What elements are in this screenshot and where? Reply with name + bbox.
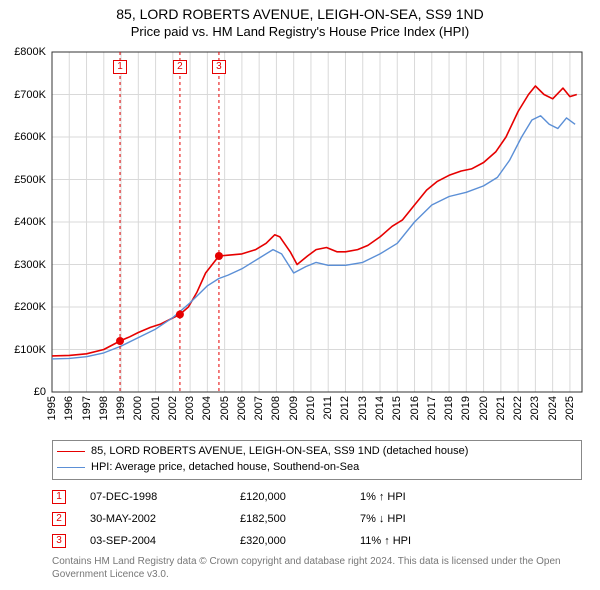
- x-tick-label: 2020: [478, 396, 490, 420]
- sale-delta-pct: 1%: [360, 491, 376, 503]
- sale-price: £182,500: [240, 513, 360, 525]
- price-chart-card: { "title": { "line1": "85, LORD ROBERTS …: [0, 0, 600, 590]
- x-tick-label: 2009: [288, 396, 300, 420]
- sale-delta-suffix: HPI: [393, 535, 411, 547]
- x-tick-label: 2014: [374, 396, 386, 420]
- x-tick-label: 2011: [322, 396, 334, 420]
- x-tick-label: 2013: [357, 396, 369, 420]
- x-tick-label: 2007: [253, 396, 265, 420]
- x-tick-label: 2023: [529, 396, 541, 420]
- chart-title-address: 85, LORD ROBERTS AVENUE, LEIGH-ON-SEA, S…: [0, 6, 600, 24]
- arrow-up-icon: ↑: [384, 535, 390, 547]
- sale-marker-box: 1: [113, 60, 127, 74]
- chart-title-subtitle: Price paid vs. HM Land Registry's House …: [0, 24, 600, 40]
- legend-row: HPI: Average price, detached house, Sout…: [57, 459, 577, 475]
- sale-date: 07-DEC-1998: [90, 491, 240, 503]
- x-tick-label: 2005: [219, 396, 231, 420]
- sale-price: £120,000: [240, 491, 360, 503]
- sale-delta-suffix: HPI: [387, 491, 405, 503]
- x-tick-label: 2017: [426, 396, 438, 420]
- x-tick-label: 2024: [547, 396, 559, 420]
- x-tick-label: 2019: [460, 396, 472, 420]
- sale-delta-suffix: HPI: [387, 513, 405, 525]
- x-tick-label: 2002: [167, 396, 179, 420]
- chart-plot-area: 1 2 3: [52, 52, 582, 392]
- x-tick-label: 1996: [63, 396, 75, 420]
- x-tick-label: 1995: [46, 396, 58, 420]
- sale-delta: 11%↑HPI: [360, 535, 582, 547]
- sale-date: 30-MAY-2002: [90, 513, 240, 525]
- legend-row: 85, LORD ROBERTS AVENUE, LEIGH-ON-SEA, S…: [57, 443, 577, 459]
- x-tick-label: 2001: [150, 396, 162, 420]
- x-tick-label: 2003: [184, 396, 196, 420]
- sale-row: 3 03-SEP-2004£320,00011%↑HPI: [52, 530, 582, 552]
- y-tick-label: £400K: [0, 216, 46, 228]
- legend-box: 85, LORD ROBERTS AVENUE, LEIGH-ON-SEA, S…: [52, 440, 582, 480]
- chart-svg: [52, 52, 582, 392]
- x-tick-label: 2022: [512, 396, 524, 420]
- sale-row: 2 30-MAY-2002£182,5007%↓HPI: [52, 508, 582, 530]
- x-tick-label: 2016: [409, 396, 421, 420]
- x-tick-label: 2000: [132, 396, 144, 420]
- sale-row: 1 07-DEC-1998£120,0001%↑HPI: [52, 486, 582, 508]
- x-tick-label: 2006: [236, 396, 248, 420]
- y-tick-label: £700K: [0, 89, 46, 101]
- x-tick-label: 2010: [305, 396, 317, 420]
- arrow-down-icon: ↓: [379, 513, 385, 525]
- x-tick-label: 2025: [564, 396, 576, 420]
- legend-label: HPI: Average price, detached house, Sout…: [91, 461, 359, 473]
- x-tick-label: 2018: [443, 396, 455, 420]
- x-tick-label: 2021: [495, 396, 507, 420]
- sale-delta-pct: 11%: [360, 535, 381, 547]
- x-tick-label: 2004: [201, 396, 213, 420]
- x-tick-label: 2008: [270, 396, 282, 420]
- sale-delta: 1%↑HPI: [360, 491, 582, 503]
- x-axis: 1995199619971998199920002001200220032004…: [52, 394, 582, 438]
- sale-delta-pct: 7%: [360, 513, 376, 525]
- sale-marker-number: 1: [52, 490, 66, 504]
- y-tick-label: £300K: [0, 259, 46, 271]
- sale-marker-box: 3: [212, 60, 226, 74]
- sale-marker-number: 3: [52, 534, 66, 548]
- legend-swatch: [57, 451, 85, 452]
- y-tick-label: £500K: [0, 174, 46, 186]
- y-tick-label: £100K: [0, 344, 46, 356]
- x-tick-label: 2015: [391, 396, 403, 420]
- legend-swatch: [57, 467, 85, 468]
- y-axis: £0£100K£200K£300K£400K£500K£600K£700K£80…: [0, 52, 50, 392]
- sale-price: £320,000: [240, 535, 360, 547]
- x-tick-label: 1999: [115, 396, 127, 420]
- sale-marker-number: 2: [52, 512, 66, 526]
- y-tick-label: £600K: [0, 131, 46, 143]
- x-tick-label: 1997: [81, 396, 93, 420]
- y-tick-label: £200K: [0, 301, 46, 313]
- chart-title-block: 85, LORD ROBERTS AVENUE, LEIGH-ON-SEA, S…: [0, 0, 600, 40]
- arrow-up-icon: ↑: [379, 491, 385, 503]
- y-tick-label: £0: [0, 386, 46, 398]
- x-tick-label: 1998: [98, 396, 110, 420]
- attribution-text: Contains HM Land Registry data © Crown c…: [52, 556, 582, 581]
- x-tick-label: 2012: [339, 396, 351, 420]
- y-tick-label: £800K: [0, 46, 46, 58]
- legend-label: 85, LORD ROBERTS AVENUE, LEIGH-ON-SEA, S…: [91, 445, 468, 457]
- sales-table: 107-DEC-1998£120,0001%↑HPI230-MAY-2002£1…: [52, 486, 582, 552]
- sale-delta: 7%↓HPI: [360, 513, 582, 525]
- sale-date: 03-SEP-2004: [90, 535, 240, 547]
- sale-marker-box: 2: [173, 60, 187, 74]
